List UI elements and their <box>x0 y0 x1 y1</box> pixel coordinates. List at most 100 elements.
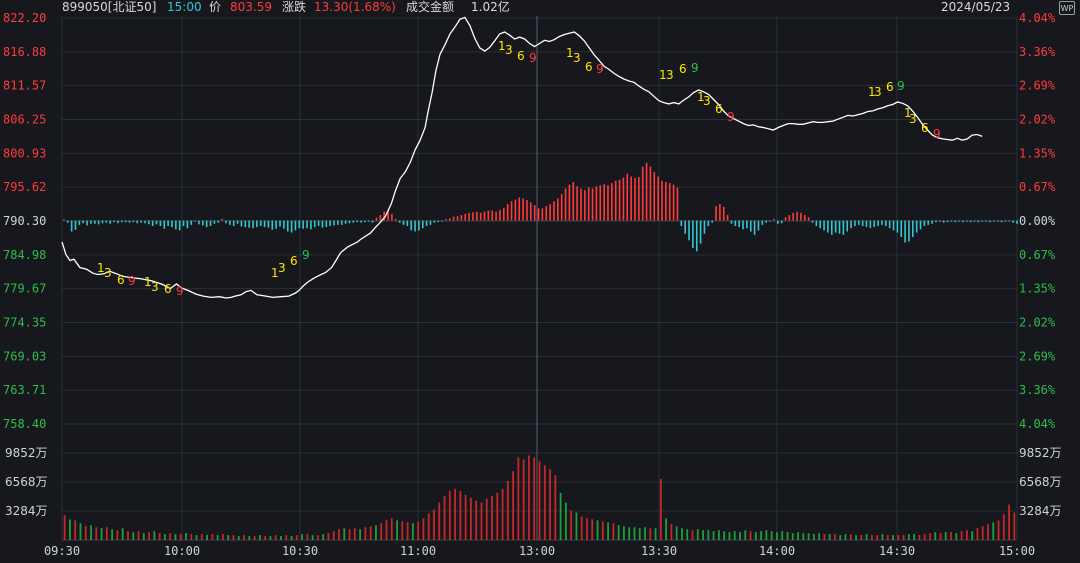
sequence-marker: 3 <box>104 266 112 280</box>
volume-bar <box>797 532 799 540</box>
percent-tick-label: 1.35% <box>1019 146 1056 160</box>
sequence-marker: 9 <box>529 51 537 65</box>
macd-bar <box>587 187 590 221</box>
volume-bar <box>533 457 536 540</box>
macd-bar <box>452 216 455 221</box>
sequence-marker: 9 <box>897 79 905 93</box>
volume-bar <box>148 532 150 540</box>
volume-bar <box>849 534 852 540</box>
macd-bar <box>144 220 146 224</box>
price-tick-label: 790.30 <box>3 214 46 228</box>
price-tick-label: 811.57 <box>3 79 46 93</box>
volume-bar <box>338 529 340 540</box>
volume-bar <box>121 528 124 540</box>
macd-bar <box>549 204 551 221</box>
macd-bar <box>333 220 335 226</box>
macd-bar <box>881 220 883 225</box>
time-tick-label: 15:00 <box>999 544 1035 558</box>
volume-bar <box>185 533 187 540</box>
macd-bar <box>371 220 374 223</box>
macd-bar <box>530 202 532 221</box>
macd-bar <box>310 220 312 230</box>
macd-bar <box>977 220 980 223</box>
volume-bar <box>649 528 652 540</box>
volume-bar <box>237 536 240 540</box>
macd-bar <box>256 220 258 228</box>
volume-bar <box>976 528 979 540</box>
macd-bar <box>734 220 737 226</box>
macd-bar <box>279 220 281 227</box>
percent-tick-label: 0.67% <box>1019 180 1056 194</box>
volume-bar <box>1008 504 1010 540</box>
macd-bar <box>78 220 81 225</box>
volume-bar <box>781 531 784 540</box>
volume-tick-label-right: 6568万 <box>1019 475 1062 489</box>
percent-tick-label: 2.02% <box>1019 316 1056 330</box>
macd-bar <box>151 220 154 226</box>
volume-bar <box>427 513 430 540</box>
macd-bar <box>375 217 378 221</box>
macd-bar <box>985 220 987 222</box>
macd-bar <box>819 220 822 229</box>
volume-bar <box>860 535 863 540</box>
volume-bar <box>211 534 214 540</box>
volume-bar <box>770 531 773 540</box>
time-tick-label: 13:00 <box>519 544 555 558</box>
wp-icon[interactable]: WP <box>1059 1 1075 15</box>
macd-bar <box>306 220 308 229</box>
volume-bar <box>464 494 467 540</box>
volume-bar <box>153 531 156 540</box>
macd-bar <box>803 215 806 221</box>
macd-bar <box>946 220 949 223</box>
volume-bar <box>950 532 952 540</box>
sequence-marker: 1 <box>904 106 912 120</box>
percent-tick-label: 0.00% <box>1019 214 1056 228</box>
volume-bar <box>570 510 573 540</box>
volume-bar <box>586 518 588 540</box>
volume-bar <box>696 529 699 540</box>
macd-bar <box>121 220 123 223</box>
macd-bar <box>873 220 876 228</box>
macd-bar <box>603 184 605 221</box>
macd-bar <box>811 220 814 223</box>
volume-tick-label: 3284万 <box>5 504 48 518</box>
macd-bar <box>1012 220 1014 223</box>
macd-bar <box>97 220 100 225</box>
volume-bar <box>301 534 303 540</box>
price-tick-label: 784.98 <box>3 248 46 262</box>
volume-bar <box>728 532 731 540</box>
macd-bar <box>236 220 239 224</box>
volume-bar <box>127 531 129 540</box>
macd-bar <box>611 183 613 221</box>
volume-bar <box>380 523 383 540</box>
volume-bar <box>496 492 499 540</box>
macd-bar <box>541 208 544 221</box>
sequence-marker: 9 <box>691 61 699 75</box>
sequence-marker: 1 <box>144 275 152 289</box>
sequence-marker: 9 <box>128 274 136 288</box>
macd-bar <box>580 188 582 221</box>
sequence-marker: 3 <box>278 261 286 275</box>
sequence-marker: 6 <box>517 49 525 63</box>
volume-bar <box>306 534 309 540</box>
volume-bar <box>343 528 346 540</box>
macd-bar <box>410 220 413 231</box>
macd-bar <box>900 220 903 237</box>
macd-bar <box>140 220 142 223</box>
macd-bar <box>456 216 459 221</box>
macd-bar <box>302 220 304 229</box>
macd-bar <box>726 215 729 221</box>
macd-bar <box>958 220 960 222</box>
macd-bar <box>186 220 189 229</box>
macd-bar <box>688 220 690 241</box>
time-tick-label: 13:30 <box>641 544 677 558</box>
volume-bar <box>353 528 356 540</box>
chart-date: 2024/05/23 <box>941 0 1011 14</box>
macd-bar <box>842 220 845 235</box>
macd-bar <box>213 220 216 224</box>
macd-bar <box>313 220 316 228</box>
macd-bar <box>526 200 528 221</box>
volume-bar <box>744 530 747 540</box>
